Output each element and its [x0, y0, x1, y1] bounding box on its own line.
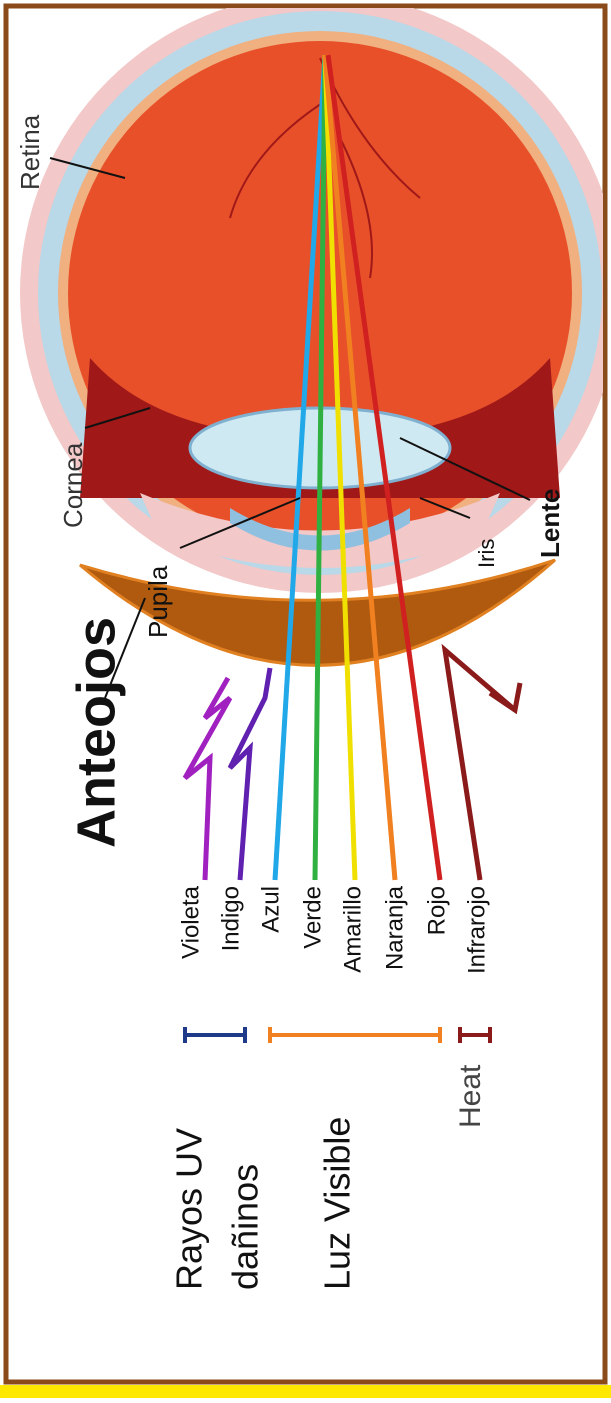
ray-label: Naranja	[381, 885, 408, 970]
group-label: Heat	[454, 1064, 487, 1128]
ray-label: Amarillo	[339, 886, 366, 973]
ray-label: Rojo	[423, 886, 450, 935]
eye	[20, 0, 611, 593]
rotated-content: Anteojos Violeta Indigo Azul Verde Amari…	[6, 0, 611, 1382]
label-iris: Iris	[474, 539, 499, 568]
group-label: Luz Visible	[317, 1117, 358, 1290]
group-label: Rayos UV	[169, 1128, 210, 1290]
label-lente: Lente	[535, 489, 565, 558]
yellow-strip	[0, 1385, 611, 1398]
ray-label: Indigo	[217, 886, 244, 951]
label-retina: Retina	[15, 114, 45, 190]
ray-label: Azul	[257, 886, 284, 933]
label-cornea: Cornea	[58, 442, 88, 528]
ray-label: Infrarojo	[463, 886, 490, 974]
page: Anteojos Violeta Indigo Azul Verde Amari…	[0, 0, 611, 1398]
ray-label: Verde	[299, 886, 326, 949]
diagram: Anteojos Violeta Indigo Azul Verde Amari…	[0, 0, 611, 1398]
label-pupila: Pupila	[143, 565, 173, 638]
title: Anteojos	[66, 617, 126, 848]
ray-label: Violeta	[177, 885, 204, 959]
group-label: dañinos	[225, 1164, 266, 1290]
